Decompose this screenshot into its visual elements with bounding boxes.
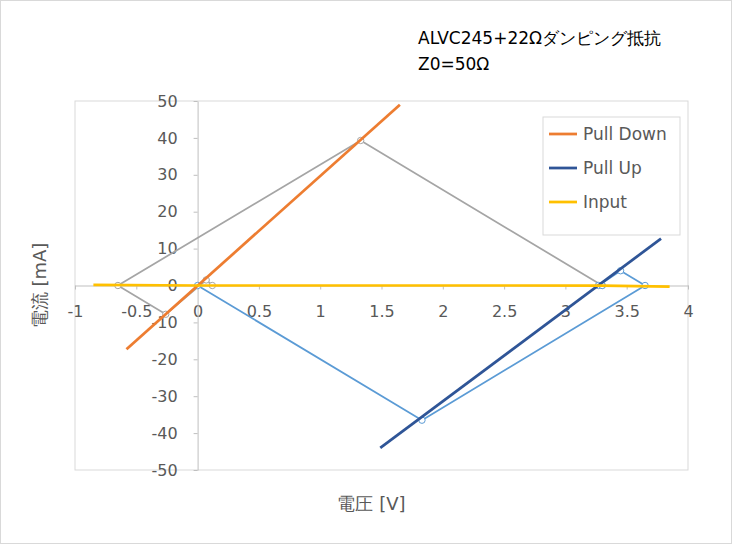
y-tick-mark [194,212,198,213]
x-tick-label: 2.5 [492,302,517,321]
y-tick-mark [194,322,198,323]
y-tick-label: 30 [157,165,177,184]
x-tick-label: 2 [438,302,448,321]
series-line [93,285,669,287]
y-tick: 30 [157,165,197,184]
y-tick-mark [194,396,198,397]
x-tick: 4 [683,286,693,321]
series-line [380,239,661,448]
y-tick-label: 40 [157,129,177,148]
series-line [126,105,399,350]
x-tick-label: -0.5 [121,302,152,321]
y-tick-label: -50 [151,461,177,480]
y-tick-mark [194,101,198,102]
y-tick-mark [194,175,198,176]
y-tick: -30 [151,387,197,406]
chart-subtitle: Z0=50Ω [418,54,489,74]
legend-swatch [549,167,577,170]
y-tick-mark [194,433,198,434]
x-tick: 2.5 [492,286,517,321]
y-tick-mark [194,249,198,250]
plot-frame [75,101,688,470]
y-tick: 20 [157,202,197,221]
x-tick-label: 3.5 [614,302,639,321]
x-axis-line [76,286,689,287]
x-tick: 0.5 [247,286,272,321]
y-tick: 50 [157,92,197,111]
y-tick-mark [194,359,198,360]
legend-box [543,117,680,235]
legend-swatch [549,133,577,136]
x-axis-title: 電圧 [V] [337,493,405,514]
series-line [198,271,645,420]
x-tick-mark [75,286,76,290]
y-tick-mark [194,138,198,139]
x-tick: 3 [561,286,571,321]
y-tick: -40 [151,424,197,443]
y-tick-label: -30 [151,387,177,406]
legend-label: Pull Up [583,158,642,178]
y-tick: -50 [151,461,197,480]
y-tick-label: -20 [151,350,177,369]
x-tick: -1 [68,286,84,321]
x-tick: 1 [316,286,326,321]
chart: -1-0.500.511.522.533.54-50-40-30-20-1001… [0,0,732,544]
y-tick-label: 20 [157,202,177,221]
x-tick-label: 4 [683,302,693,321]
legend-swatch [549,201,577,204]
series-line [118,140,602,314]
y-tick: 40 [157,129,197,148]
chart-title: ALVC245+22Ωダンピング抵抗 [418,28,661,48]
y-tick: -20 [151,350,197,369]
legend: Pull Down Pull Up Input [543,117,680,235]
y-tick-mark [194,470,198,471]
legend-label: Input [583,192,627,212]
x-tick: 1.5 [369,286,394,321]
legend-label: Pull Down [583,124,667,144]
x-tick-label: -1 [68,302,84,321]
x-tick-mark [688,286,689,290]
x-tick-label: 1 [316,302,326,321]
y-axis-title: 電流 [mA] [29,243,50,329]
y-tick-label: -40 [151,424,177,443]
y-tick-label: 50 [157,92,177,111]
x-tick: 2 [438,286,448,321]
chart-border [1,1,732,544]
x-tick-label: 1.5 [369,302,394,321]
